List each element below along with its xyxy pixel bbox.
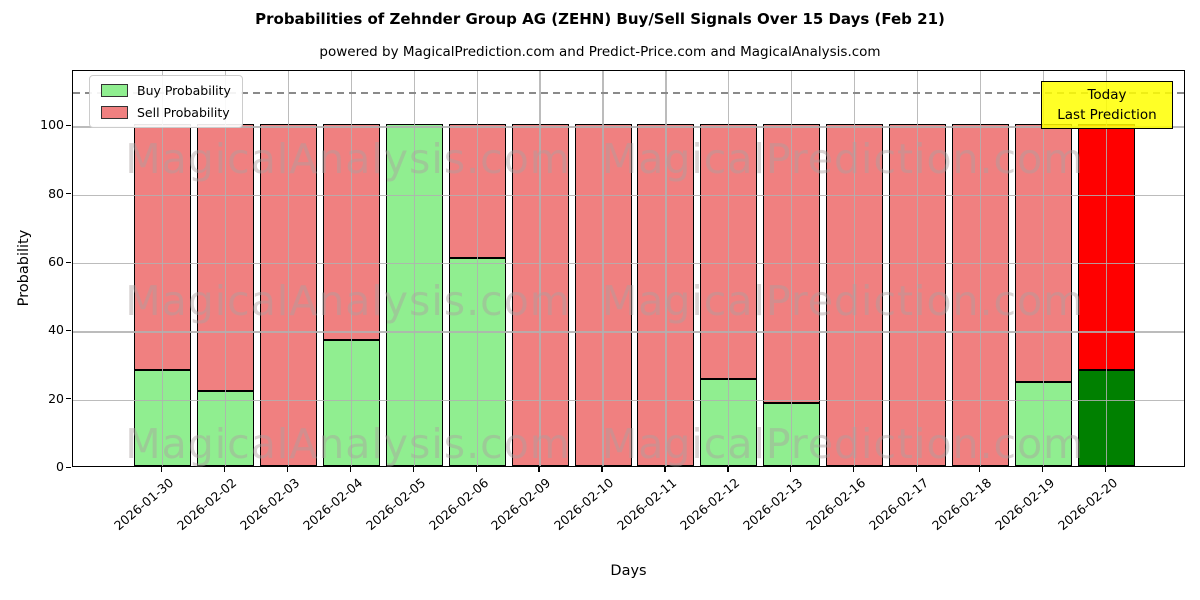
h-gridline-40 [73, 331, 1184, 333]
x-tick-2026-02-19 [1041, 467, 1044, 472]
v-gridline-2026-02-09 [539, 71, 541, 466]
x-tick-label-2026-02-16: 2026-02-16 [803, 475, 869, 534]
y-tick-label-40: 40 [48, 322, 64, 338]
v-gridline-2026-02-06 [476, 71, 478, 466]
x-tick-label-2026-02-02: 2026-02-02 [173, 475, 240, 534]
y-tick-0 [66, 466, 71, 468]
v-gridline-2026-02-10 [602, 71, 604, 466]
x-tick-2026-02-12 [727, 467, 729, 472]
v-gridline-2026-02-02 [224, 71, 227, 466]
h-gridline-80 [73, 194, 1184, 196]
v-gridline-2026-02-05 [413, 71, 415, 466]
x-tick-label-2026-02-19: 2026-02-19 [991, 475, 1058, 534]
annotation-line-today: Today [1087, 87, 1127, 103]
x-axis-label: Days [610, 563, 647, 579]
x-tick-2026-02-18 [978, 467, 981, 472]
watermark-prediction-row1: MagicalPrediction.com [601, 135, 1085, 183]
x-tick-label-2026-02-13: 2026-02-13 [740, 475, 806, 534]
v-gridline-2026-02-16 [854, 71, 856, 466]
legend-patch-buy [101, 84, 128, 97]
v-gridline-2026-02-12 [728, 71, 730, 466]
x-tick-2026-02-06 [475, 467, 477, 472]
x-tick-label-2026-01-30: 2026-01-30 [110, 475, 177, 534]
legend-label-sell: Sell Probability [137, 105, 230, 120]
x-tick-2026-02-04 [349, 467, 351, 472]
v-gridline-2026-02-17 [917, 71, 919, 466]
chart-title: Probabilities of Zehnder Group AG (ZEHN)… [255, 10, 945, 28]
h-gridline-60 [73, 263, 1184, 265]
watermark-analysis-row3: MagicalAnalysis.com [125, 420, 571, 468]
x-tick-2026-02-11 [664, 467, 666, 472]
x-tick-2026-02-20 [1104, 467, 1107, 472]
watermark-prediction-row2: MagicalPrediction.com [601, 277, 1085, 325]
v-gridline-2026-02-20 [1105, 71, 1108, 466]
legend-label-buy: Buy Probability [137, 83, 231, 98]
x-tick-label-2026-02-09: 2026-02-09 [488, 475, 554, 534]
x-tick-label-2026-02-05: 2026-02-05 [362, 475, 428, 534]
x-tick-2026-02-17 [916, 467, 918, 472]
y-tick-label-0: 0 [56, 459, 64, 474]
legend-patch-sell [101, 106, 128, 119]
v-gridline-2026-02-13 [791, 71, 793, 466]
h-gridline-20 [73, 399, 1184, 401]
legend-item-buy: Buy Probability [101, 83, 231, 98]
chart-legend: Buy Probability Sell Probability [89, 75, 243, 128]
x-tick-2026-02-09 [538, 467, 540, 472]
x-tick-label-2026-02-10: 2026-02-10 [551, 475, 617, 534]
chart-subtitle: powered by MagicalPrediction.com and Pre… [319, 44, 881, 60]
watermark-prediction-row3: MagicalPrediction.com [601, 420, 1085, 468]
v-gridline-2026-02-18 [980, 71, 982, 466]
today-annotation-box: Today Last Prediction [1041, 81, 1173, 129]
watermark-analysis-row2: MagicalAnalysis.com [125, 277, 571, 325]
v-gridline-2026-02-19 [1042, 71, 1045, 466]
dashed-threshold-line [73, 92, 1184, 94]
y-tick-40 [66, 329, 71, 332]
v-gridline-2026-02-04 [350, 71, 352, 466]
x-tick-2026-02-16 [853, 467, 855, 472]
x-tick-label-2026-02-06: 2026-02-06 [425, 475, 491, 534]
x-tick-2026-02-03 [286, 467, 288, 472]
x-tick-label-2026-02-04: 2026-02-04 [299, 475, 365, 534]
x-tick-2026-01-30 [160, 467, 163, 472]
x-tick-label-2026-02-20: 2026-02-20 [1054, 475, 1121, 534]
legend-item-sell: Sell Probability [101, 105, 231, 120]
x-tick-label-2026-02-17: 2026-02-17 [866, 475, 932, 534]
plot-area: MagicalAnalysis.com MagicalPrediction.com… [72, 70, 1185, 468]
x-tick-label-2026-02-03: 2026-02-03 [236, 475, 303, 534]
y-tick-20 [66, 398, 71, 400]
y-tick-label-20: 20 [48, 390, 64, 406]
y-tick-label-80: 80 [48, 185, 64, 201]
h-gridline-100 [73, 126, 1184, 128]
v-gridline-2026-01-30 [161, 71, 164, 466]
x-tick-label-2026-02-11: 2026-02-11 [614, 475, 680, 534]
y-tick-100 [66, 124, 71, 127]
x-tick-2026-02-05 [412, 467, 414, 472]
y-tick-60 [66, 261, 71, 263]
y-tick-80 [66, 193, 71, 195]
x-tick-2026-02-02 [223, 467, 226, 472]
x-tick-2026-02-13 [790, 467, 792, 472]
annotation-line-last-prediction: Last Prediction [1057, 107, 1157, 123]
x-tick-2026-02-10 [601, 467, 603, 472]
y-tick-label-60: 60 [48, 254, 64, 269]
v-gridline-2026-02-11 [665, 71, 667, 466]
x-tick-label-2026-02-18: 2026-02-18 [928, 475, 995, 534]
watermark-analysis-row1: MagicalAnalysis.com [125, 135, 571, 183]
y-tick-label-100: 100 [40, 117, 64, 133]
v-gridline-2026-02-03 [287, 71, 289, 466]
y-axis-label: Probability [16, 229, 32, 307]
x-tick-label-2026-02-12: 2026-02-12 [677, 475, 743, 534]
